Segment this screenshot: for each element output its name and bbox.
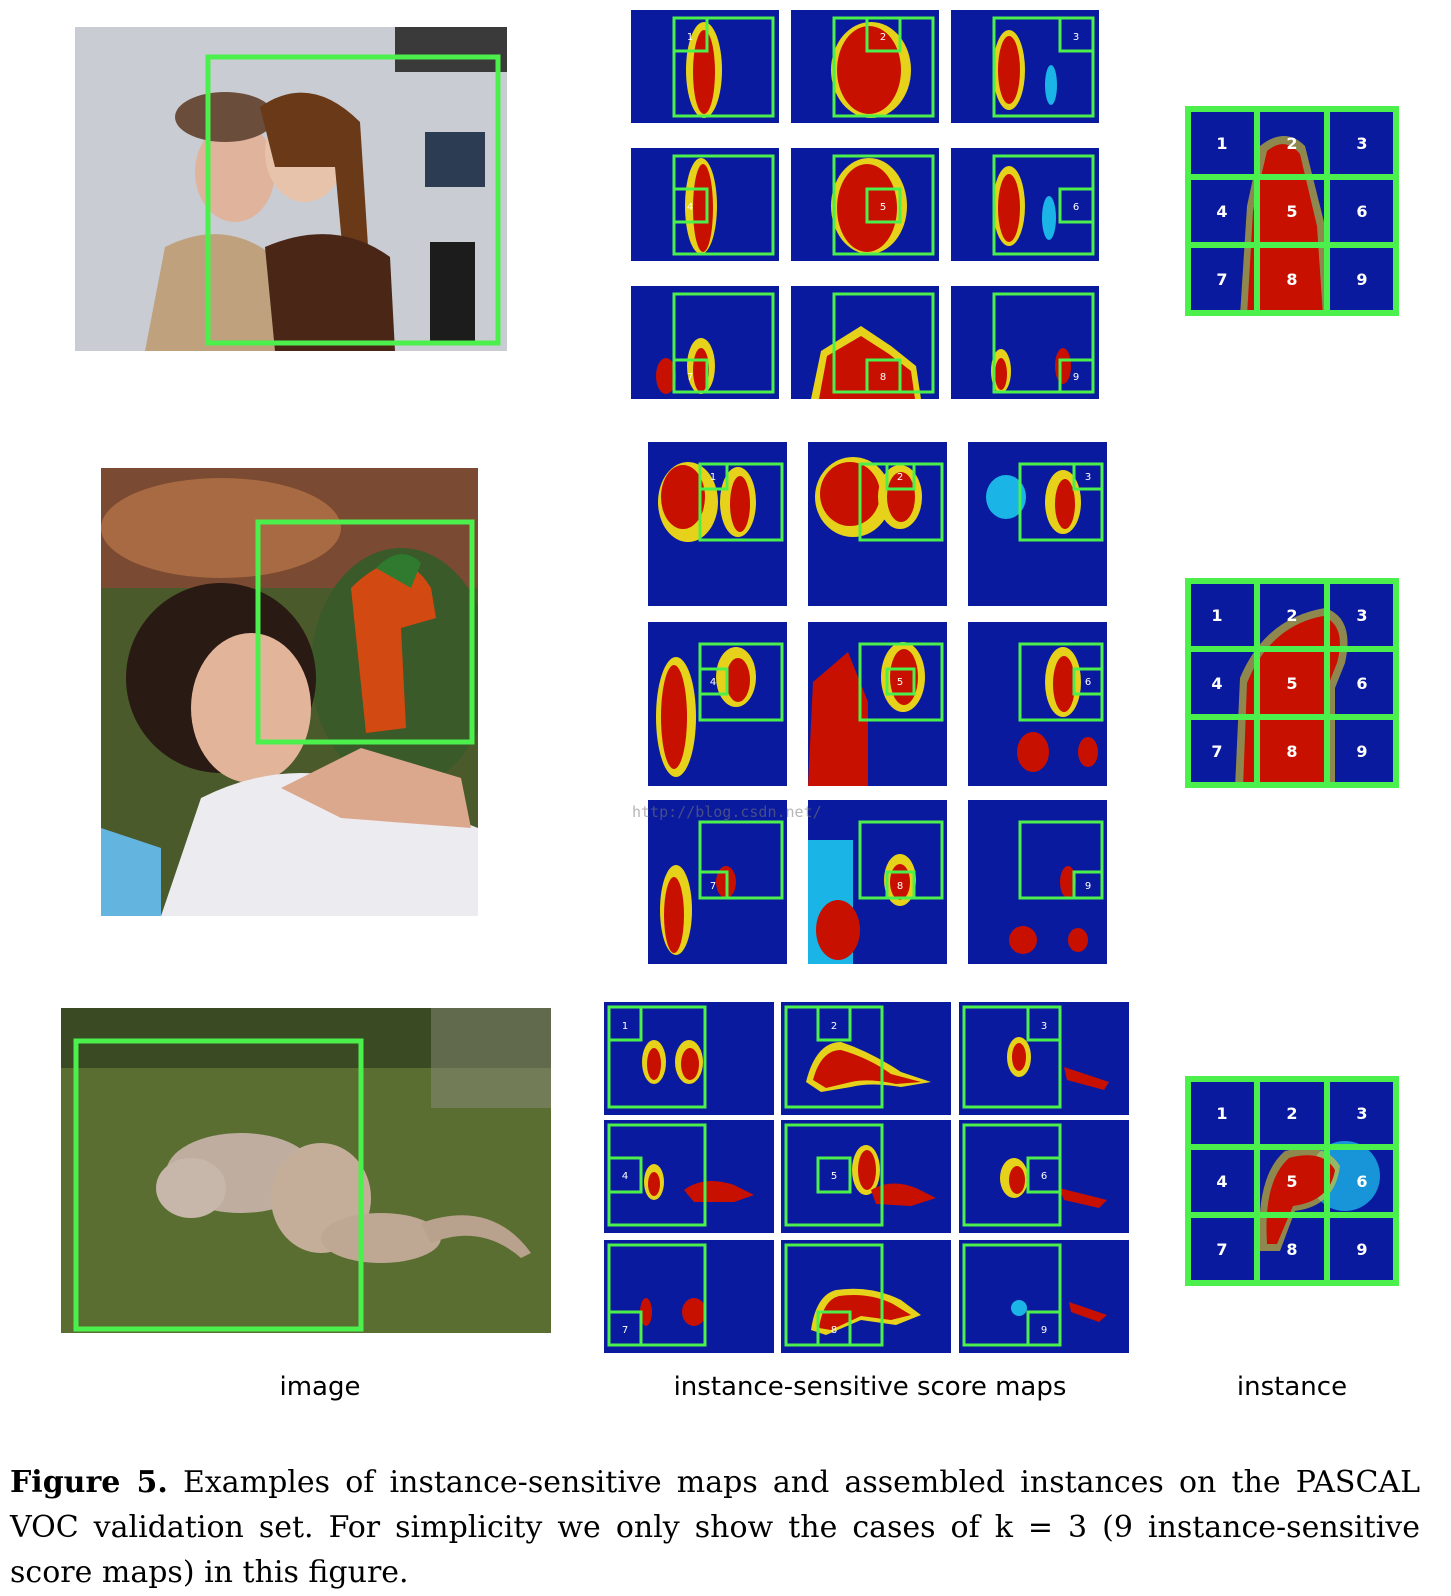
cell-number: 4 (1216, 202, 1227, 221)
two-people-photo (75, 27, 507, 351)
score-map: 5 (781, 1120, 951, 1233)
woman-with-parrot-photo (101, 468, 478, 916)
figure-caption-label: Figure 5. (10, 1465, 168, 1500)
score-map: 4 (604, 1120, 774, 1233)
figure-caption: Figure 5. Examples of instance-sensitive… (10, 1460, 1420, 1595)
cell-number: 8 (1286, 1240, 1297, 1259)
score-map-label: 2 (831, 1021, 837, 1032)
score-map: 6 (968, 622, 1107, 786)
cell-number: 3 (1356, 1104, 1367, 1123)
score-map: 9 (968, 800, 1107, 964)
cell-number: 5 (1286, 1172, 1297, 1191)
score-map-label: 4 (622, 1171, 628, 1182)
cell-number: 8 (1286, 742, 1297, 761)
score-map-label: 3 (1041, 1021, 1047, 1032)
score-map: 8 (791, 286, 939, 399)
cell-number: 2 (1286, 1104, 1297, 1123)
cell-number: 7 (1211, 742, 1222, 761)
score-map: 3 (968, 442, 1107, 606)
score-map-label: 5 (897, 677, 903, 688)
cell-number: 7 (1216, 1240, 1227, 1259)
cell-number: 1 (1216, 1104, 1227, 1123)
score-map: 5 (791, 148, 939, 261)
score-map: 1 (631, 10, 779, 123)
cell-number: 7 (1216, 270, 1227, 289)
score-map-label: 5 (880, 202, 886, 213)
score-map-label: 4 (687, 202, 693, 213)
score-map: 4 (631, 148, 779, 261)
score-map-label: 4 (710, 677, 716, 688)
score-map: 2 (808, 442, 947, 606)
cats-on-grass-photo (61, 1008, 551, 1333)
cell-number: 8 (1286, 270, 1297, 289)
score-map-label: 8 (897, 881, 903, 892)
score-map-label: 8 (880, 372, 886, 383)
score-map: 9 (951, 286, 1099, 399)
score-map-label: 1 (687, 32, 693, 43)
cell-number: 2 (1286, 134, 1297, 153)
score-map-label: 6 (1041, 1171, 1047, 1182)
score-map-label: 8 (831, 1325, 837, 1336)
column-label-image: image (279, 1372, 361, 1402)
score-map: 5 (808, 622, 947, 786)
score-map: 3 (959, 1002, 1129, 1115)
score-map-label: 9 (1073, 372, 1079, 383)
score-map: 3 (951, 10, 1099, 123)
score-map-label: 5 (831, 1171, 837, 1182)
cell-number: 4 (1211, 674, 1222, 693)
score-map-label: 7 (710, 881, 716, 892)
cell-number: 9 (1356, 1240, 1367, 1259)
cell-number: 6 (1356, 674, 1367, 693)
score-map: 6 (951, 148, 1099, 261)
score-map: 1 (604, 1002, 774, 1115)
cell-number: 2 (1286, 606, 1297, 625)
watermark: http://blog.csdn.net/ (632, 803, 822, 821)
score-map-label: 6 (1073, 202, 1079, 213)
score-map-label: 2 (880, 32, 886, 43)
score-map-label: 1 (622, 1021, 628, 1032)
score-map-label: 9 (1085, 881, 1091, 892)
score-map-label: 3 (1085, 472, 1091, 483)
score-map: 8 (781, 1240, 951, 1353)
column-label-instance: instance (1236, 1372, 1348, 1402)
score-map-label: 6 (1085, 677, 1091, 688)
assembled-instance: 1 2 3 4 5 6 7 8 9 (1185, 106, 1399, 316)
score-map: 4 (648, 622, 787, 786)
score-map: 9 (959, 1240, 1129, 1353)
cell-number: 4 (1216, 1172, 1227, 1191)
score-map-label: 7 (687, 372, 693, 383)
assembled-instance: 1 2 3 4 5 6 7 8 9 (1185, 578, 1399, 788)
cell-number: 5 (1286, 202, 1297, 221)
column-label-score-maps: instance-sensitive score maps (673, 1372, 1067, 1402)
cell-number: 6 (1356, 1172, 1367, 1191)
score-map-label: 1 (710, 472, 716, 483)
score-map: 6 (959, 1120, 1129, 1233)
score-map-label: 7 (622, 1325, 628, 1336)
score-map: 2 (781, 1002, 951, 1115)
cell-number: 3 (1356, 606, 1367, 625)
score-map-label: 2 (897, 472, 903, 483)
cell-number: 9 (1356, 742, 1367, 761)
score-map-label: 3 (1073, 32, 1079, 43)
assembled-instance: 1 2 3 4 5 6 7 8 9 (1185, 1076, 1399, 1286)
score-map: 7 (604, 1240, 774, 1353)
score-map: 1 (648, 442, 787, 606)
score-map: 8 (808, 800, 947, 964)
cell-number: 1 (1216, 134, 1227, 153)
cell-number: 6 (1356, 202, 1367, 221)
score-map: 2 (791, 10, 939, 123)
score-map-label: 9 (1041, 1325, 1047, 1336)
figure-caption-text: Examples of instance-sensitive maps and … (10, 1465, 1421, 1590)
score-map: 7 (648, 800, 787, 964)
cell-number: 1 (1211, 606, 1222, 625)
cell-number: 3 (1356, 134, 1367, 153)
score-map: 7 (631, 286, 779, 399)
cell-number: 9 (1356, 270, 1367, 289)
cell-number: 5 (1286, 674, 1297, 693)
